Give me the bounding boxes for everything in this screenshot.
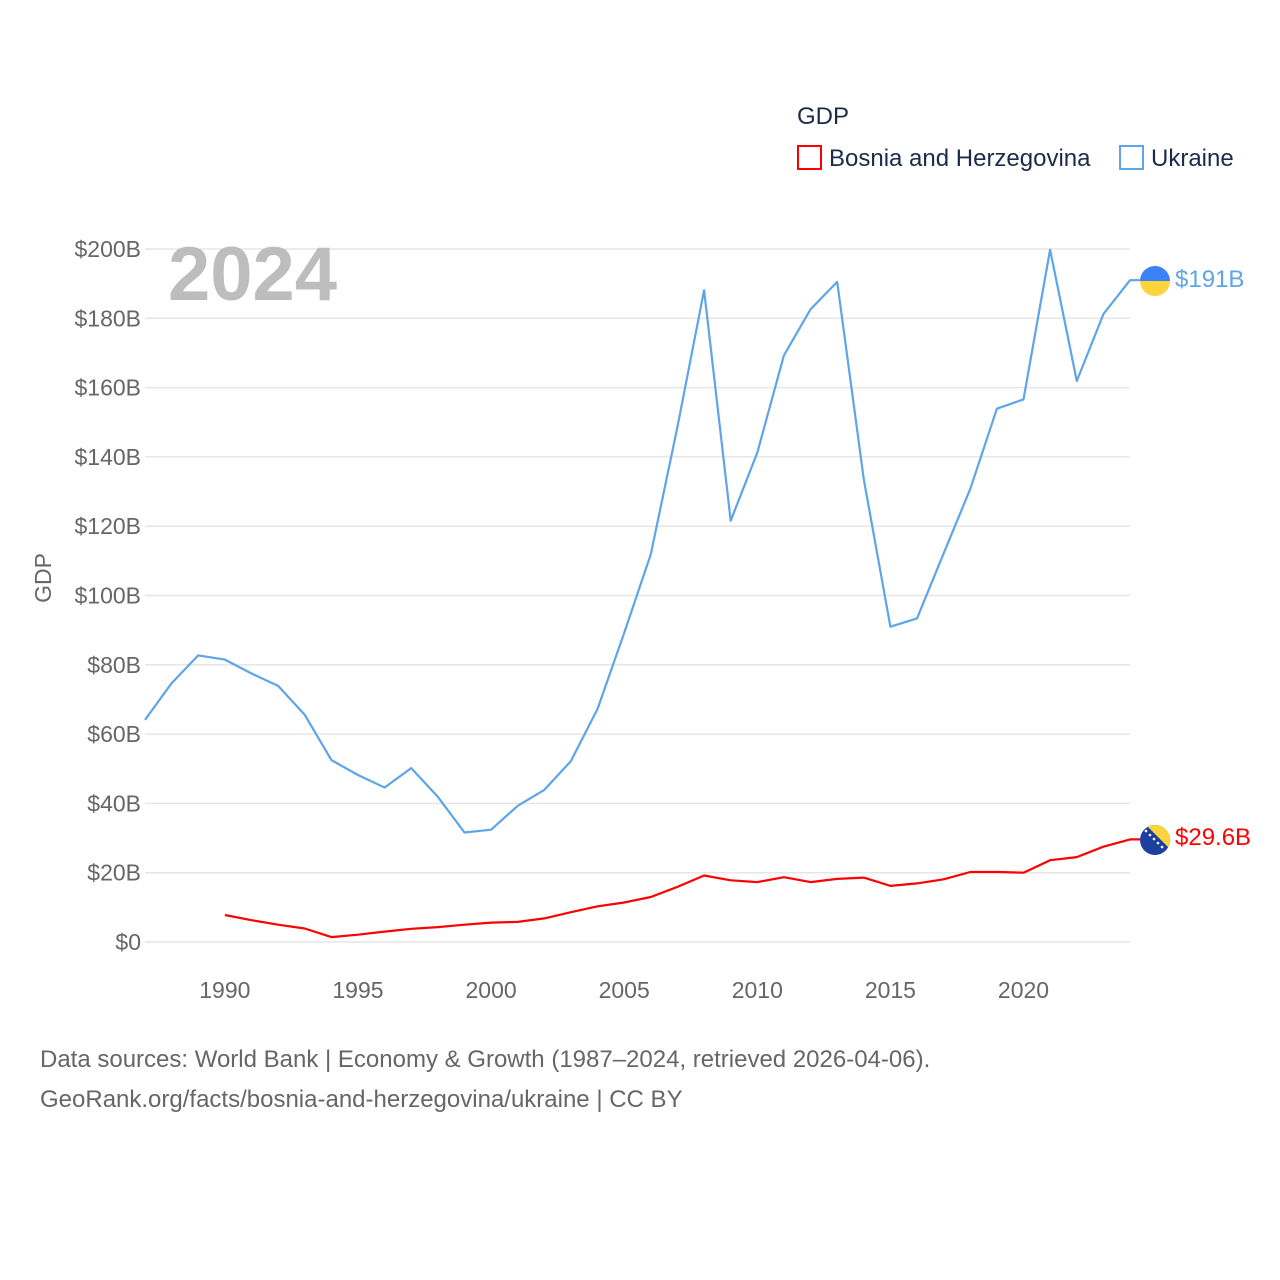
y-tick-label: $180B <box>74 305 141 331</box>
y-tick-label: $20B <box>87 860 141 886</box>
x-tick-label: 2010 <box>732 977 783 1003</box>
legend-title: GDP <box>797 103 849 130</box>
year-label: 2024 <box>168 232 337 317</box>
footer-url: GeoRank.org/facts/bosnia-and-herzegovina… <box>40 1086 683 1113</box>
footer: Data sources: World Bank | Economy & Gro… <box>40 1040 930 1120</box>
y-tick-label: $120B <box>74 513 141 539</box>
y-tick-label: $140B <box>74 444 141 470</box>
ukraine-end-label: $191B <box>1175 266 1244 293</box>
x-tick-label: 1995 <box>332 977 383 1003</box>
legend-label-bosnia: Bosnia and Herzegovina <box>829 145 1091 172</box>
legend-swatch-bosnia <box>797 145 822 170</box>
y-tick-label: $0 <box>115 929 141 955</box>
y-tick-label: $200B <box>74 236 141 262</box>
legend-swatch-ukraine <box>1119 145 1144 170</box>
y-tick-label: $60B <box>87 721 141 747</box>
x-tick-label: 1990 <box>199 977 250 1003</box>
x-tick-label: 2015 <box>865 977 916 1003</box>
ukraine-flag-icon <box>1140 266 1170 296</box>
y-tick-label: $40B <box>87 790 141 816</box>
x-axis-ticks: 1990 1995 2000 2005 2010 2015 2020 <box>199 977 1049 1003</box>
series-lines <box>144 248 1140 939</box>
footer-sources: Data sources: World Bank | Economy & Gro… <box>40 1046 931 1073</box>
y-axis-ticks: $0 $20B $40B $60B $80B $100B $120B $140B $160B $1… <box>74 236 141 955</box>
bosnia-flag-icon <box>1140 825 1170 855</box>
series-line-ukraine <box>144 248 1140 834</box>
bosnia-end-label: $29.6B <box>1175 824 1251 851</box>
x-tick-label: 2000 <box>465 977 516 1003</box>
legend-label-ukraine: Ukraine <box>1151 145 1234 172</box>
y-axis-title: GDP <box>30 553 56 603</box>
y-tick-label: $80B <box>87 652 141 678</box>
x-tick-label: 2005 <box>599 977 650 1003</box>
y-tick-label: $100B <box>74 583 141 609</box>
series-line-bosnia <box>224 838 1140 939</box>
x-tick-label: 2020 <box>998 977 1049 1003</box>
y-tick-label: $160B <box>74 375 141 401</box>
legend: GDP Bosnia and Herzegovina Ukraine <box>797 103 1234 172</box>
